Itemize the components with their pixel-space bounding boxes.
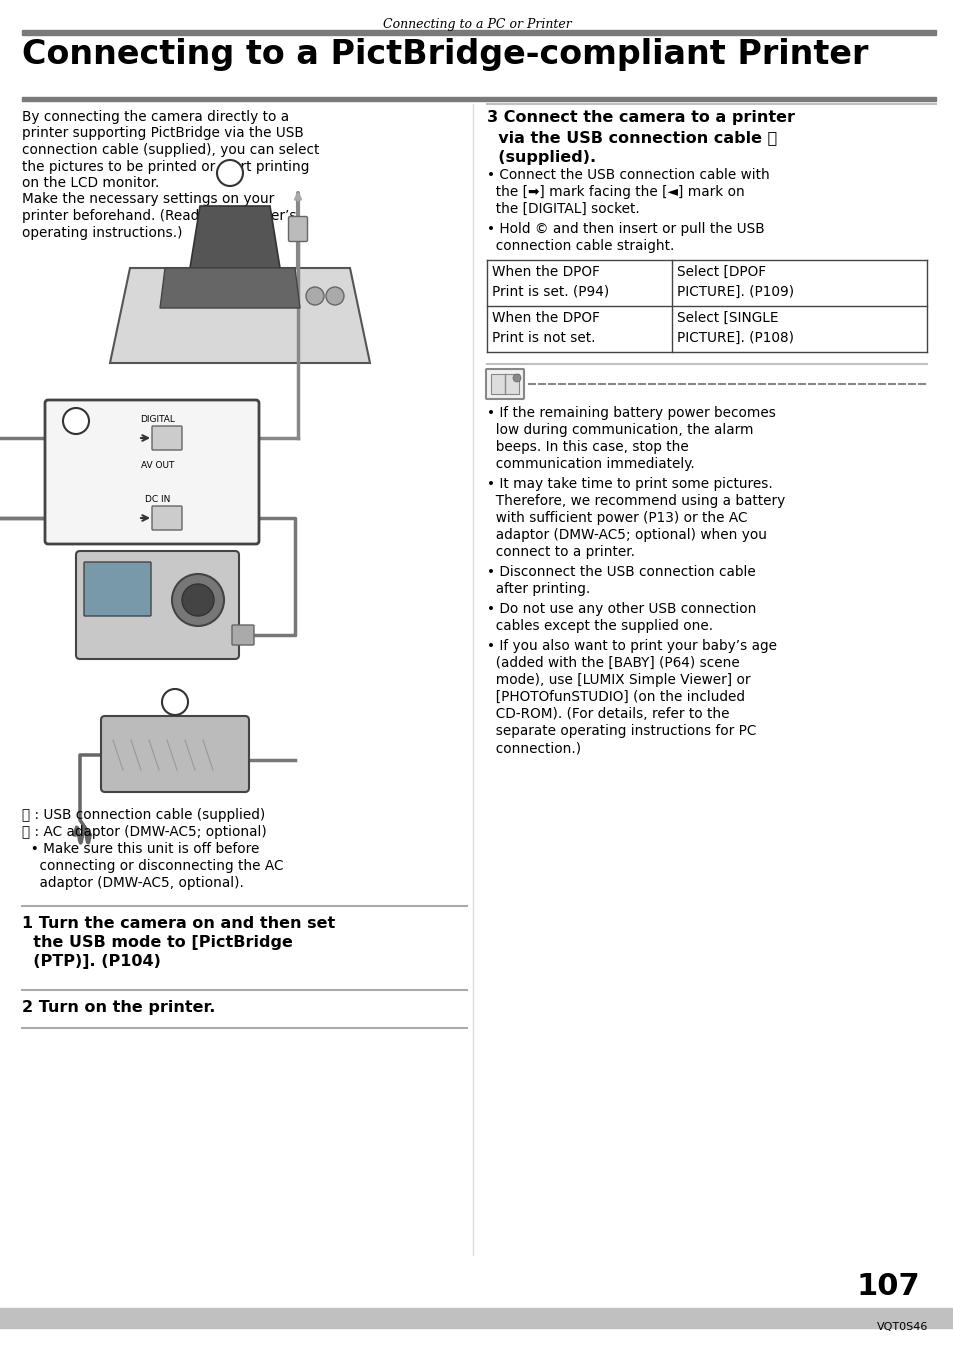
- FancyBboxPatch shape: [152, 426, 182, 451]
- Text: Ⓑ : AC adaptor (DMW-AC5; optional): Ⓑ : AC adaptor (DMW-AC5; optional): [22, 825, 267, 839]
- Text: • If you also want to print your baby’s age: • If you also want to print your baby’s …: [486, 639, 776, 653]
- Text: 2 Turn on the printer.: 2 Turn on the printer.: [22, 1000, 215, 1015]
- Text: the USB mode to [PictBridge: the USB mode to [PictBridge: [22, 935, 293, 950]
- Text: beeps. In this case, stop the: beeps. In this case, stop the: [486, 440, 688, 455]
- Text: 107: 107: [856, 1272, 919, 1301]
- Text: separate operating instructions for PC: separate operating instructions for PC: [486, 725, 756, 738]
- Text: When the DPOF
Print is set. (P94): When the DPOF Print is set. (P94): [492, 265, 609, 299]
- Text: • Hold © and then insert or pull the USB: • Hold © and then insert or pull the USB: [486, 223, 763, 236]
- FancyBboxPatch shape: [76, 551, 239, 660]
- Text: low during communication, the alarm: low during communication, the alarm: [486, 423, 753, 437]
- Circle shape: [162, 689, 188, 715]
- Text: cables except the supplied one.: cables except the supplied one.: [486, 619, 713, 632]
- Text: Connecting to a PictBridge-compliant Printer: Connecting to a PictBridge-compliant Pri…: [22, 38, 867, 71]
- Text: (added with the [BABY] (P64) scene: (added with the [BABY] (P64) scene: [486, 655, 739, 670]
- Text: connection.): connection.): [486, 741, 580, 754]
- Text: • Disconnect the USB connection cable: • Disconnect the USB connection cable: [486, 565, 755, 579]
- FancyBboxPatch shape: [152, 506, 182, 531]
- Text: mode), use [LUMIX Simple Viewer] or: mode), use [LUMIX Simple Viewer] or: [486, 673, 750, 687]
- Text: A: A: [225, 166, 234, 179]
- Text: DIGITAL: DIGITAL: [140, 415, 175, 423]
- Text: adaptor (DMW-AC5, optional).: adaptor (DMW-AC5, optional).: [22, 877, 244, 890]
- Text: with sufficient power (P13) or the AC: with sufficient power (P13) or the AC: [486, 512, 747, 525]
- Text: 3 Connect the camera to a printer: 3 Connect the camera to a printer: [486, 110, 794, 125]
- Text: 1 Turn the camera on and then set: 1 Turn the camera on and then set: [22, 916, 335, 931]
- Polygon shape: [110, 267, 370, 364]
- Text: on the LCD monitor.: on the LCD monitor.: [22, 176, 159, 190]
- Circle shape: [182, 584, 213, 616]
- Text: connection cable straight.: connection cable straight.: [486, 239, 674, 252]
- Text: operating instructions.): operating instructions.): [22, 225, 182, 239]
- Text: [PHOTOfunSTUDIO] (on the included: [PHOTOfunSTUDIO] (on the included: [486, 689, 744, 704]
- Bar: [22, 96, 935, 100]
- Bar: [22, 30, 935, 35]
- Text: AV OUT: AV OUT: [141, 461, 174, 470]
- Text: the [➡] mark facing the [◄] mark on: the [➡] mark facing the [◄] mark on: [486, 185, 744, 199]
- Text: Make the necessary settings on your: Make the necessary settings on your: [22, 193, 274, 206]
- FancyBboxPatch shape: [101, 716, 249, 792]
- Circle shape: [216, 160, 243, 186]
- Circle shape: [306, 286, 324, 305]
- Text: connection cable (supplied), you can select: connection cable (supplied), you can sel…: [22, 142, 319, 157]
- Text: printer supporting PictBridge via the USB: printer supporting PictBridge via the US…: [22, 126, 303, 141]
- FancyBboxPatch shape: [45, 400, 258, 544]
- Text: Select [DPOF
PICTURE]. (P109): Select [DPOF PICTURE]. (P109): [677, 265, 793, 299]
- Text: • Connect the USB connection cable with: • Connect the USB connection cable with: [486, 168, 769, 182]
- Text: communication immediately.: communication immediately.: [486, 457, 694, 471]
- Text: • Make sure this unit is off before: • Make sure this unit is off before: [22, 841, 259, 856]
- Circle shape: [63, 408, 89, 434]
- Text: When the DPOF
Print is not set.: When the DPOF Print is not set.: [492, 311, 599, 345]
- Text: Select [SINGLE
PICTURE]. (P108): Select [SINGLE PICTURE]. (P108): [677, 311, 793, 345]
- Polygon shape: [160, 267, 299, 308]
- Text: • If the remaining battery power becomes: • If the remaining battery power becomes: [486, 406, 775, 421]
- Bar: [491, 375, 518, 394]
- Bar: [0, 1308, 953, 1329]
- Circle shape: [172, 574, 224, 626]
- Text: via the USB connection cable Ⓐ: via the USB connection cable Ⓐ: [486, 130, 777, 145]
- Text: VQT0S46: VQT0S46: [876, 1322, 927, 1333]
- Text: connect to a printer.: connect to a printer.: [486, 546, 635, 559]
- Text: • Do not use any other USB connection: • Do not use any other USB connection: [486, 603, 756, 616]
- Text: adaptor (DMW-AC5; optional) when you: adaptor (DMW-AC5; optional) when you: [486, 528, 766, 541]
- Text: C: C: [71, 414, 80, 427]
- Polygon shape: [190, 206, 280, 267]
- Text: DC IN: DC IN: [145, 495, 171, 503]
- Text: By connecting the camera directly to a: By connecting the camera directly to a: [22, 110, 289, 123]
- FancyBboxPatch shape: [485, 369, 523, 399]
- Text: the pictures to be printed or start printing: the pictures to be printed or start prin…: [22, 160, 309, 174]
- FancyBboxPatch shape: [84, 562, 151, 616]
- Circle shape: [513, 375, 520, 383]
- Text: B: B: [170, 695, 179, 708]
- FancyBboxPatch shape: [232, 626, 253, 645]
- Text: Ⓐ : USB connection cable (supplied): Ⓐ : USB connection cable (supplied): [22, 807, 265, 822]
- Text: Therefore, we recommend using a battery: Therefore, we recommend using a battery: [486, 494, 784, 508]
- Text: (supplied).: (supplied).: [486, 151, 596, 166]
- Text: the [DIGITAL] socket.: the [DIGITAL] socket.: [486, 202, 639, 216]
- Text: Connecting to a PC or Printer: Connecting to a PC or Printer: [382, 18, 571, 31]
- Text: connecting or disconnecting the AC: connecting or disconnecting the AC: [22, 859, 283, 873]
- Text: CD-ROM). (For details, refer to the: CD-ROM). (For details, refer to the: [486, 707, 729, 721]
- Text: (PTP)]. (P104): (PTP)]. (P104): [22, 954, 161, 969]
- FancyBboxPatch shape: [288, 217, 307, 242]
- Text: after printing.: after printing.: [486, 582, 590, 596]
- Text: • It may take time to print some pictures.: • It may take time to print some picture…: [486, 478, 772, 491]
- Circle shape: [326, 286, 344, 305]
- Text: printer beforehand. (Read your printer’s: printer beforehand. (Read your printer’s: [22, 209, 296, 223]
